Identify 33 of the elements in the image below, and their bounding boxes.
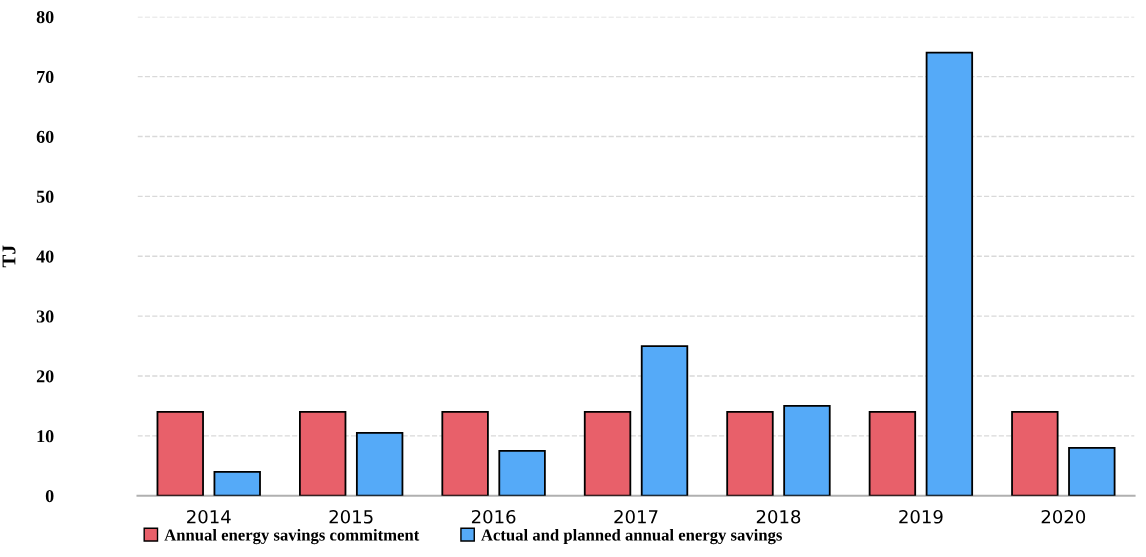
- y-tick-label: 40: [36, 250, 54, 263]
- bar: [156, 410, 204, 496]
- y-tick-label: 60: [36, 130, 54, 143]
- x-tick-label: 2019: [899, 509, 943, 524]
- x-tick-label: 2016: [471, 509, 516, 524]
- x-tick-label: 2017: [614, 509, 658, 524]
- y-tick-label: 10: [37, 430, 54, 443]
- bar: [583, 410, 632, 496]
- y-tick-label: 80: [36, 10, 54, 24]
- bar: [868, 410, 917, 496]
- bar: [213, 470, 261, 496]
- legend-label: Actual and planned annual energy savings: [481, 528, 782, 545]
- x-tick-label: 2014: [187, 509, 231, 524]
- bar: [925, 51, 974, 496]
- bar: [355, 431, 404, 496]
- bar: [441, 410, 489, 496]
- x-tick-label: 2015: [329, 509, 373, 524]
- bar: [498, 449, 546, 496]
- legend-label: Annual energy savings commitment: [164, 528, 420, 545]
- y-axis-title: TJ: [2, 245, 16, 268]
- x-tick-label: 2020: [1041, 509, 1086, 524]
- y-tick-label: 50: [36, 190, 54, 203]
- x-tick-label: 2018: [756, 509, 801, 524]
- y-tick-label: 20: [36, 370, 54, 383]
- bar: [298, 410, 347, 496]
- y-tick-label: 0: [45, 489, 54, 503]
- y-tick-label: 70: [37, 70, 54, 84]
- bar: [1011, 410, 1059, 496]
- bar: [726, 410, 774, 496]
- bar: [640, 345, 689, 496]
- bar: [783, 405, 831, 496]
- bar: [1068, 446, 1116, 496]
- y-tick-label: 30: [36, 310, 54, 323]
